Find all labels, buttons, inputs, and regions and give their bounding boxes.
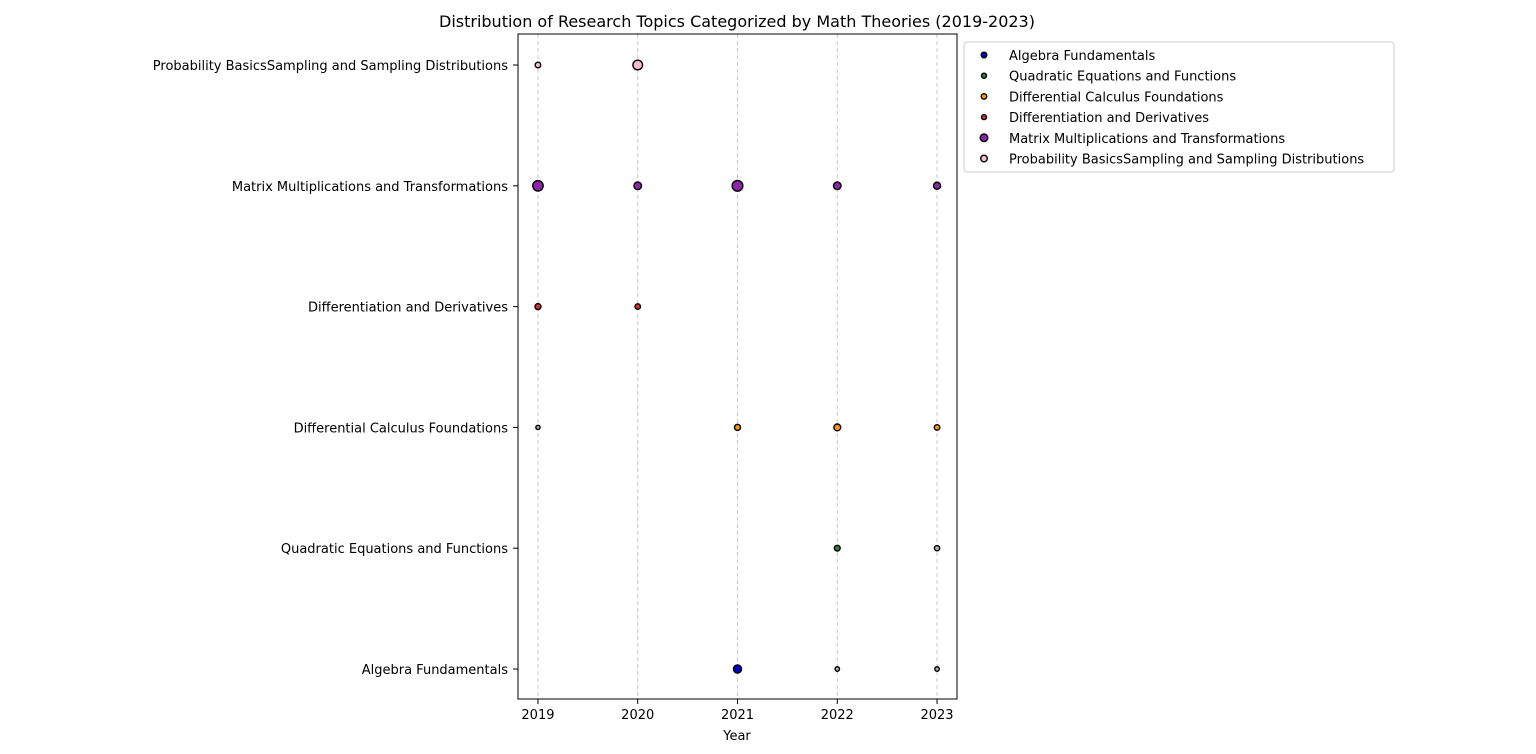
legend-marker: [980, 51, 988, 59]
legend-marker: [980, 113, 988, 121]
legend-marker: [980, 72, 988, 79]
data-point: [833, 544, 841, 552]
legend-label: Differential Calculus Foundations: [1009, 90, 1224, 105]
data-point: [532, 179, 544, 192]
x-tick-label: 2019: [521, 708, 554, 723]
legend-marker: [979, 133, 989, 143]
legend-label: Matrix Multiplications and Transformatio…: [1009, 132, 1285, 147]
data-point: [934, 666, 940, 672]
y-tick-label: Probability BasicsSampling and Sampling …: [153, 59, 508, 74]
data-point: [733, 423, 742, 432]
x-tick-label: 2020: [621, 708, 654, 723]
data-point: [732, 664, 743, 674]
legend-label: Algebra Fundamentals: [1009, 49, 1155, 64]
y-tick-label: Matrix Multiplications and Transformatio…: [232, 180, 508, 195]
chart-title: Distribution of Research Topics Categori…: [439, 12, 1035, 31]
x-tick-label: 2021: [721, 708, 754, 723]
grid-lines: [537, 34, 938, 699]
data-point: [833, 423, 842, 432]
x-axis: 2019 2020 2021 2022 2023: [521, 699, 954, 723]
x-tick-label: 2022: [821, 708, 854, 723]
legend: Algebra Fundamentals Quadratic Equations …: [963, 41, 1395, 173]
x-axis-label: Year: [722, 729, 751, 744]
data-points: [532, 59, 942, 674]
x-tick-label: 2023: [920, 708, 953, 723]
y-tick-label: Quadratic Equations and Functions: [281, 542, 508, 557]
data-point: [535, 424, 541, 431]
data-point: [634, 303, 642, 311]
legend-label: Probability BasicsSampling and Sampling …: [1009, 153, 1364, 168]
y-tick-label: Differential Calculus Foundations: [294, 421, 509, 436]
data-point: [632, 59, 644, 71]
y-tick-label: Algebra Fundamentals: [362, 663, 508, 678]
legend-label: Differentiation and Derivatives: [1009, 111, 1209, 126]
data-point: [633, 181, 643, 191]
y-tick-label: Differentiation and Derivatives: [308, 301, 508, 316]
data-point: [534, 302, 542, 311]
y-axis: Algebra Fundamentals Quadratic Equations …: [153, 59, 518, 678]
data-point: [832, 181, 842, 191]
data-point: [933, 423, 941, 431]
data-point: [834, 666, 841, 672]
legend-label: Quadratic Equations and Functions: [1009, 70, 1236, 85]
legend-frame: [963, 41, 1395, 173]
data-point: [534, 61, 542, 69]
data-point: [932, 181, 942, 191]
legend-marker: [980, 92, 988, 100]
legend-marker: [980, 154, 988, 163]
data-point: [933, 544, 941, 552]
data-point: [731, 179, 744, 192]
